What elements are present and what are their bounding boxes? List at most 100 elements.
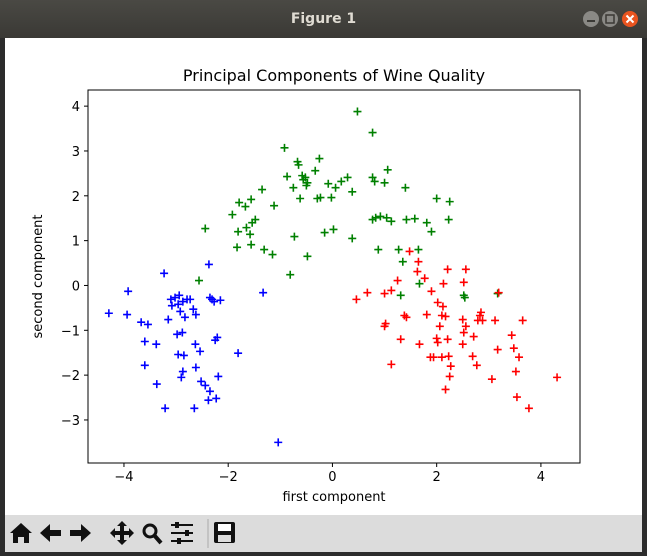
pan-button[interactable] bbox=[110, 521, 134, 545]
data-point bbox=[493, 345, 502, 354]
data-point bbox=[509, 344, 518, 353]
x-tick-label: 0 bbox=[328, 470, 336, 485]
data-point bbox=[472, 361, 481, 370]
data-point bbox=[512, 393, 521, 402]
data-point bbox=[368, 128, 377, 137]
data-point bbox=[507, 331, 516, 340]
data-point bbox=[233, 243, 242, 252]
data-point bbox=[327, 193, 336, 202]
data-point bbox=[441, 385, 450, 394]
title-bar: Figure 1 bbox=[0, 0, 647, 38]
data-point bbox=[352, 295, 361, 304]
data-point bbox=[242, 223, 251, 232]
data-point bbox=[260, 245, 269, 254]
data-point bbox=[396, 291, 405, 300]
data-point bbox=[201, 224, 210, 233]
data-point bbox=[190, 404, 199, 413]
data-point bbox=[374, 245, 383, 254]
data-point bbox=[422, 310, 431, 319]
data-point bbox=[140, 361, 149, 370]
data-point bbox=[387, 360, 396, 369]
data-point bbox=[324, 179, 333, 188]
y-axis-label: second component bbox=[31, 214, 46, 338]
icon bbox=[177, 538, 181, 544]
data-point bbox=[443, 335, 452, 344]
icon bbox=[218, 535, 231, 542]
back-button[interactable] bbox=[40, 524, 61, 542]
data-point bbox=[176, 307, 185, 316]
configure-button[interactable] bbox=[171, 522, 193, 544]
data-point bbox=[177, 373, 186, 382]
data-point bbox=[296, 194, 305, 203]
data-point bbox=[478, 316, 487, 325]
data-point bbox=[302, 181, 311, 190]
data-point bbox=[393, 276, 402, 285]
data-point bbox=[212, 394, 221, 403]
data-point bbox=[191, 310, 200, 319]
x-tick-label: −4 bbox=[114, 470, 133, 485]
data-point bbox=[468, 352, 477, 361]
x-tick-label: −2 bbox=[219, 470, 238, 485]
toolbar bbox=[5, 515, 642, 552]
data-point bbox=[171, 293, 180, 302]
data-point bbox=[337, 177, 346, 186]
x-axis-label: first component bbox=[282, 490, 385, 505]
maximize-button[interactable] bbox=[602, 11, 618, 27]
data-point bbox=[353, 107, 362, 116]
data-point bbox=[459, 278, 468, 287]
data-point bbox=[405, 247, 414, 256]
data-point bbox=[491, 316, 500, 325]
data-point bbox=[396, 335, 405, 344]
data-point bbox=[410, 214, 419, 223]
data-point bbox=[137, 318, 146, 327]
data-point bbox=[435, 322, 444, 331]
icon bbox=[171, 524, 193, 542]
data-point bbox=[511, 367, 520, 376]
save-button[interactable] bbox=[214, 522, 235, 543]
data-point bbox=[446, 362, 455, 371]
y-tick-label: 3 bbox=[72, 145, 80, 160]
icon bbox=[142, 523, 158, 539]
icon bbox=[218, 524, 231, 531]
data-point bbox=[235, 198, 244, 207]
icon bbox=[175, 522, 179, 528]
data-point bbox=[331, 183, 340, 192]
data-point bbox=[234, 349, 243, 358]
data-point bbox=[123, 310, 132, 319]
axes-frame bbox=[87, 89, 581, 464]
data-point bbox=[437, 311, 446, 320]
home-button[interactable] bbox=[10, 523, 32, 543]
data-point bbox=[160, 269, 169, 278]
data-point bbox=[178, 297, 187, 306]
icon bbox=[625, 14, 635, 24]
data-point bbox=[402, 313, 411, 322]
y-tick-label: −1 bbox=[61, 324, 80, 339]
data-point bbox=[380, 289, 389, 298]
data-point bbox=[204, 396, 213, 405]
data-point bbox=[387, 217, 396, 226]
data-point bbox=[286, 270, 295, 279]
data-point bbox=[320, 228, 329, 237]
data-point bbox=[270, 201, 279, 210]
forward-button[interactable] bbox=[70, 524, 91, 542]
data-point bbox=[383, 165, 392, 174]
minimize-button[interactable] bbox=[583, 11, 599, 27]
data-point bbox=[433, 338, 442, 347]
data-point bbox=[432, 334, 441, 343]
data-point bbox=[178, 367, 187, 376]
data-point bbox=[348, 234, 357, 243]
data-point bbox=[246, 230, 255, 239]
data-point bbox=[179, 351, 188, 360]
data-point bbox=[173, 330, 182, 339]
data-point bbox=[315, 154, 324, 163]
zoom-button[interactable] bbox=[142, 523, 163, 545]
icon bbox=[10, 523, 32, 543]
y-tick-label: 2 bbox=[72, 190, 80, 205]
data-point bbox=[515, 353, 524, 362]
data-point bbox=[211, 336, 220, 345]
data-point bbox=[524, 404, 533, 413]
data-point bbox=[298, 171, 307, 180]
x-tick-label: 2 bbox=[433, 470, 441, 485]
icon bbox=[70, 524, 91, 542]
data-point bbox=[493, 289, 502, 298]
